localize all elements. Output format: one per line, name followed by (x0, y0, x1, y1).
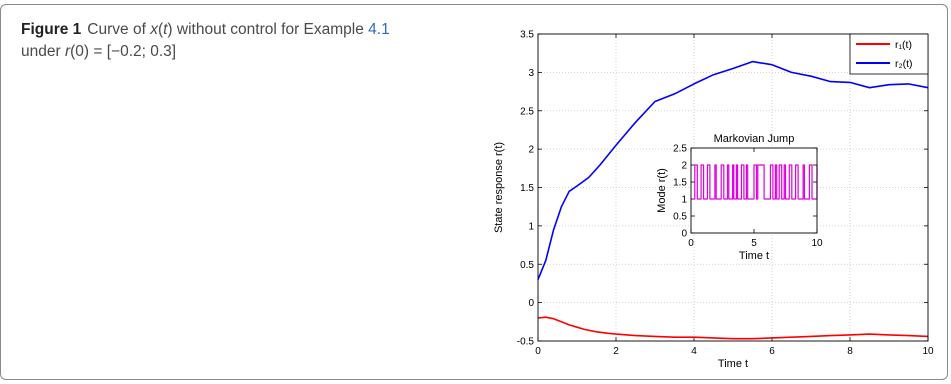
caption-text: ) without control for Example (167, 21, 369, 38)
x-tick-label: 10 (922, 346, 934, 357)
x-tick-label: 0 (688, 238, 694, 249)
y-tick-label: 2.5 (520, 106, 534, 117)
x-axis-label: Time t (718, 358, 748, 370)
caption-variable: x (150, 21, 158, 38)
legend-box (849, 33, 929, 75)
caption-text: (0) = [−0.2; 0.3] (70, 43, 177, 60)
x-tick-label: 6 (769, 346, 775, 357)
x-tick-label: 2 (613, 346, 619, 357)
plot-frame (690, 147, 818, 234)
y-tick-label: 2 (681, 161, 687, 172)
legend-label-r2: r₂(t) (895, 58, 912, 70)
y-tick-label: 2.5 (673, 144, 687, 155)
inset-plot-area: 0 5 10 0 0.5 1 1.5 2 2.5 Markovian Jump Time t Mode… (656, 133, 823, 262)
example-reference-link[interactable]: 4.1 (368, 21, 390, 38)
y-axis-label: State response r(t) (493, 142, 505, 233)
x-tick-label: 4 (691, 346, 697, 357)
y-tick-label: 1 (681, 195, 687, 206)
x-axis-label: Time t (739, 250, 769, 262)
y-tick-label: 1.5 (520, 183, 534, 194)
caption-text: Curve of (87, 21, 151, 38)
y-tick-label: 1.5 (673, 178, 687, 189)
y-tick-label: 3 (528, 68, 534, 79)
x-tick-label: 0 (535, 346, 541, 357)
y-tick-label: 0.5 (520, 260, 534, 271)
plot-frame (537, 33, 929, 342)
x-tick-label: 8 (847, 346, 853, 357)
x-tick-label: 10 (811, 238, 823, 249)
y-tick-label: -0.5 (517, 337, 535, 348)
series-line-mode (691, 164, 818, 200)
y-tick-label: 0.5 (673, 212, 687, 223)
caption-variable: r (64, 43, 71, 60)
plot-title: Markovian Jump (714, 133, 795, 145)
figure-caption: Figure 1 Curve of x(t) without control fo… (21, 19, 411, 63)
x-tick-label: 5 (751, 238, 757, 249)
caption-variable: t (163, 21, 168, 38)
figure-label: Figure 1 (21, 21, 82, 38)
y-tick-label: 1 (528, 221, 534, 232)
y-axis-label: Mode r(t) (656, 168, 668, 213)
y-tick-label: 3.5 (520, 30, 534, 41)
legend-label-r1: r₁(t) (895, 39, 912, 51)
series-line-r2 (537, 60, 929, 280)
caption-text: under (21, 43, 65, 60)
y-tick-label: 0 (528, 298, 534, 309)
caption-text: ( (157, 21, 164, 38)
y-tick-label: 0 (681, 229, 687, 240)
figure-frame (0, 4, 948, 380)
series-line-r1 (537, 316, 929, 340)
y-tick-label: 2 (528, 145, 534, 156)
